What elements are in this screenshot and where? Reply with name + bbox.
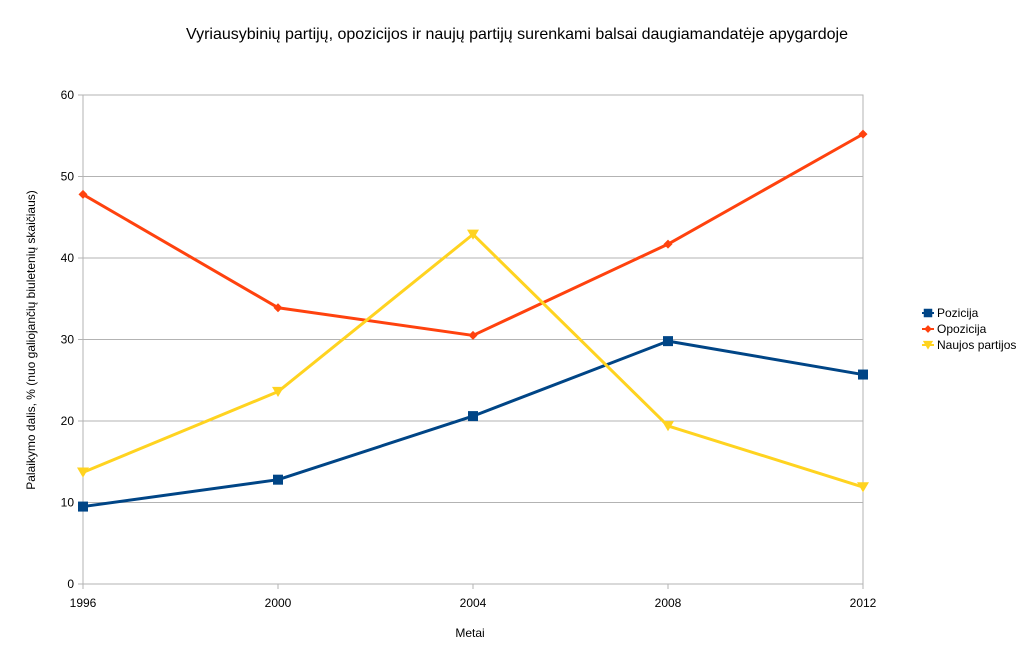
y-axis-ticks: 0 10 20 30 40 50 60 — [61, 88, 83, 591]
y-tick-label: 40 — [61, 251, 75, 265]
legend: Pozicija Opozicija Naujos partijos — [922, 306, 1016, 352]
data-point — [467, 229, 479, 240]
x-tick-label: 2008 — [655, 596, 682, 610]
legend-label: Naujos partijos — [937, 338, 1016, 352]
x-tick-label: 2000 — [265, 596, 292, 610]
data-point — [272, 386, 284, 398]
y-tick-label: 60 — [61, 88, 75, 102]
series-naujos-partijos — [77, 229, 869, 493]
x-axis-label: Metai — [455, 626, 484, 640]
series-pozicija — [78, 336, 868, 512]
y-tick-label: 0 — [67, 577, 74, 591]
data-point — [663, 336, 673, 347]
y-tick-label: 30 — [61, 333, 75, 347]
x-axis-ticks: 1996 2000 2004 2008 2012 — [70, 584, 877, 610]
data-point — [78, 501, 88, 512]
data-point — [858, 129, 868, 139]
data-point — [468, 411, 478, 422]
x-tick-label: 2012 — [850, 596, 877, 610]
legend-item: Naujos partijos — [922, 338, 1016, 352]
y-tick-label: 10 — [61, 496, 75, 510]
series-opozicija — [78, 129, 868, 340]
legend-swatch-marker — [923, 308, 933, 318]
x-tick-label: 2004 — [460, 596, 487, 610]
chart-title: Vyriausybinių partijų, opozicijos ir nau… — [186, 26, 848, 43]
legend-label: Pozicija — [937, 306, 979, 320]
y-axis-label: Palaikymo dalis, % (nuo galiojančių biul… — [24, 190, 38, 490]
data-point — [662, 421, 674, 432]
y-tick-label: 50 — [61, 170, 75, 184]
data-point — [78, 189, 88, 199]
data-point — [857, 482, 869, 493]
x-tick-label: 1996 — [70, 596, 97, 610]
legend-swatch-marker — [924, 325, 932, 333]
data-point — [468, 330, 478, 340]
y-tick-label: 20 — [61, 414, 75, 428]
series-group — [77, 129, 869, 512]
data-point — [663, 239, 673, 249]
legend-swatch-marker — [922, 340, 934, 350]
series-line — [82, 232, 864, 489]
data-point — [858, 369, 868, 380]
legend-item: Opozicija — [922, 322, 987, 336]
legend-label: Opozicija — [937, 322, 987, 336]
data-point — [77, 467, 89, 478]
data-point — [273, 303, 283, 313]
data-point — [273, 474, 283, 485]
legend-item: Pozicija — [922, 306, 979, 320]
